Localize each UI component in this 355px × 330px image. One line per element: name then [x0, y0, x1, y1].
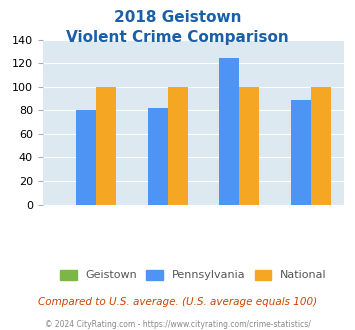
Text: © 2024 CityRating.com - https://www.cityrating.com/crime-statistics/: © 2024 CityRating.com - https://www.city… — [45, 320, 310, 329]
Bar — [168, 87, 188, 205]
Bar — [96, 87, 116, 205]
Text: Violent Crime Comparison: Violent Crime Comparison — [66, 30, 289, 45]
Bar — [219, 58, 239, 205]
Bar — [239, 87, 259, 205]
Bar — [148, 108, 168, 205]
Text: Compared to U.S. average. (U.S. average equals 100): Compared to U.S. average. (U.S. average … — [38, 297, 317, 307]
Bar — [311, 87, 331, 205]
Text: 2018 Geistown: 2018 Geistown — [114, 10, 241, 25]
Bar — [76, 110, 96, 205]
Legend: Geistown, Pennsylvania, National: Geistown, Pennsylvania, National — [56, 265, 331, 285]
Bar — [291, 100, 311, 205]
